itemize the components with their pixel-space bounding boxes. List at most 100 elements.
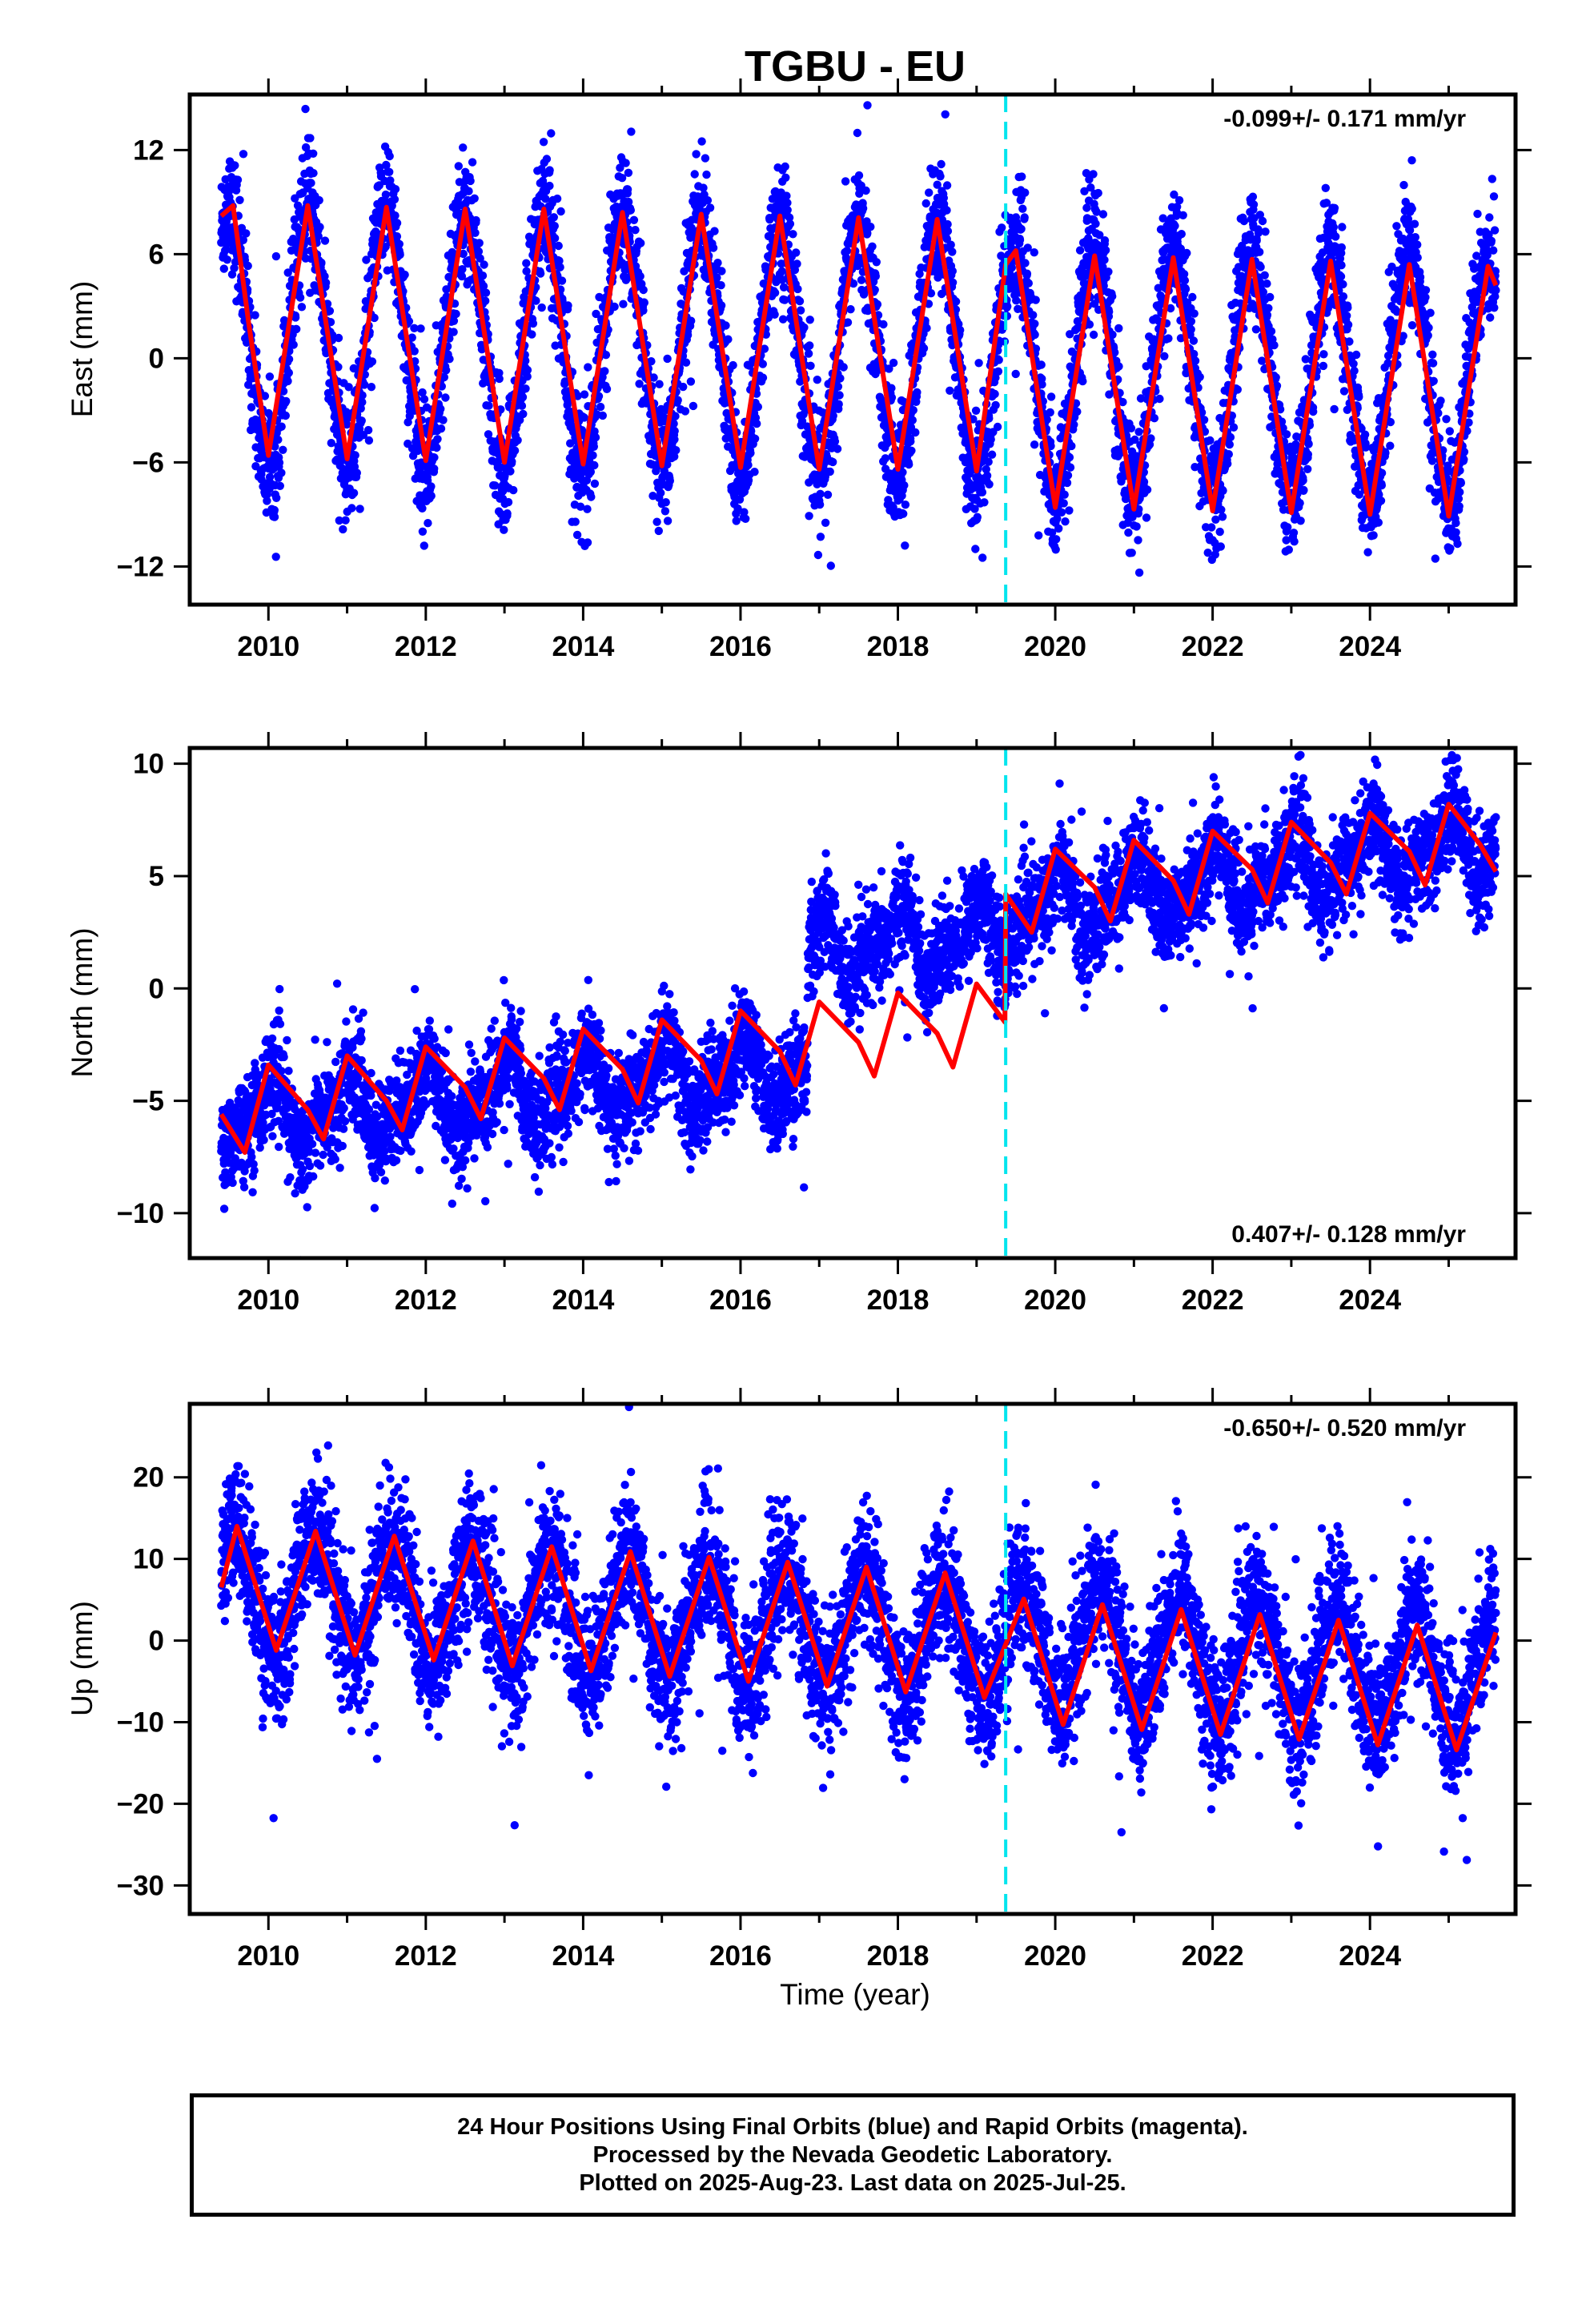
data-point [866,223,875,231]
data-point [623,185,632,194]
data-point [1134,428,1143,436]
data-point [522,267,531,275]
data-point [1267,327,1276,336]
data-point [1018,204,1027,213]
data-point [624,197,633,207]
data-point [477,345,487,354]
data-point [500,525,508,534]
data-point [509,485,518,495]
data-point [491,481,500,490]
data-point [339,525,347,534]
data-point [1186,317,1196,326]
data-point [309,149,318,158]
data-point [410,347,419,356]
data-point [289,340,298,349]
data-point [309,169,318,178]
data-point [1160,352,1169,360]
data-point [1029,311,1038,320]
data-point [717,301,726,310]
data-point [1284,545,1294,554]
data-point [552,194,562,203]
data-point [1073,407,1082,416]
data-point [587,493,596,501]
data-point [564,301,572,310]
data-point [908,416,917,424]
data-point [594,392,604,400]
data-point [907,446,916,455]
data-point [1188,292,1197,302]
data-point [387,201,396,211]
data-point [781,162,789,171]
data-point [797,416,807,426]
data-point [347,504,356,513]
data-point [1031,296,1040,304]
data-point [942,206,951,215]
data-point [1021,188,1030,197]
data-point [648,492,657,501]
data-point [639,306,648,315]
data-point [350,462,359,471]
data-point [946,386,954,395]
data-point [724,335,733,344]
data-point [367,357,377,366]
data-point [770,310,779,319]
data-point [506,467,515,476]
data-point [424,519,432,528]
data-point [571,517,580,526]
data-point [1207,523,1216,532]
data-point [616,163,624,172]
data-point [758,373,768,382]
data-point [517,401,527,410]
data-point [1011,369,1020,379]
data-point [922,324,931,332]
data-point [901,541,909,550]
data-point [610,302,619,312]
data-point [636,239,645,247]
data-point [948,267,957,275]
data-point [441,393,450,402]
data-point [589,442,598,451]
data-point [816,533,825,541]
data-point [272,493,281,502]
data-point [1024,279,1034,287]
data-point [1030,440,1039,449]
data-point [602,384,612,393]
data-point [334,363,343,372]
data-point [721,321,730,330]
data-point [385,151,394,161]
data-point [1248,192,1258,201]
data-point [381,190,391,199]
data-point [306,134,315,143]
data-point [233,175,243,184]
data-point [1057,508,1066,517]
data-point [349,489,359,497]
data-point [279,387,288,396]
data-point [283,268,292,277]
data-point [251,311,259,320]
data-point [274,435,283,444]
data-point [683,331,693,340]
data-point [1283,523,1292,532]
data-point [1089,170,1098,179]
data-point [472,215,480,225]
data-point [834,400,843,408]
data-point [1263,279,1271,288]
data-point [740,508,749,517]
data-point [1139,477,1149,486]
data-point [344,383,353,392]
data-point [857,275,866,284]
data-point [701,154,710,163]
data-point [998,223,1006,232]
data-point [661,498,670,507]
data-point [836,374,845,383]
data-point [362,255,371,264]
data-point [1060,490,1069,499]
data-point [1067,441,1076,451]
data-point [663,354,672,364]
data-point [805,512,813,521]
data-point [833,444,842,453]
data-point [1215,527,1224,537]
data-point [1094,188,1102,198]
data-point [1063,471,1073,480]
data-point [452,309,460,319]
